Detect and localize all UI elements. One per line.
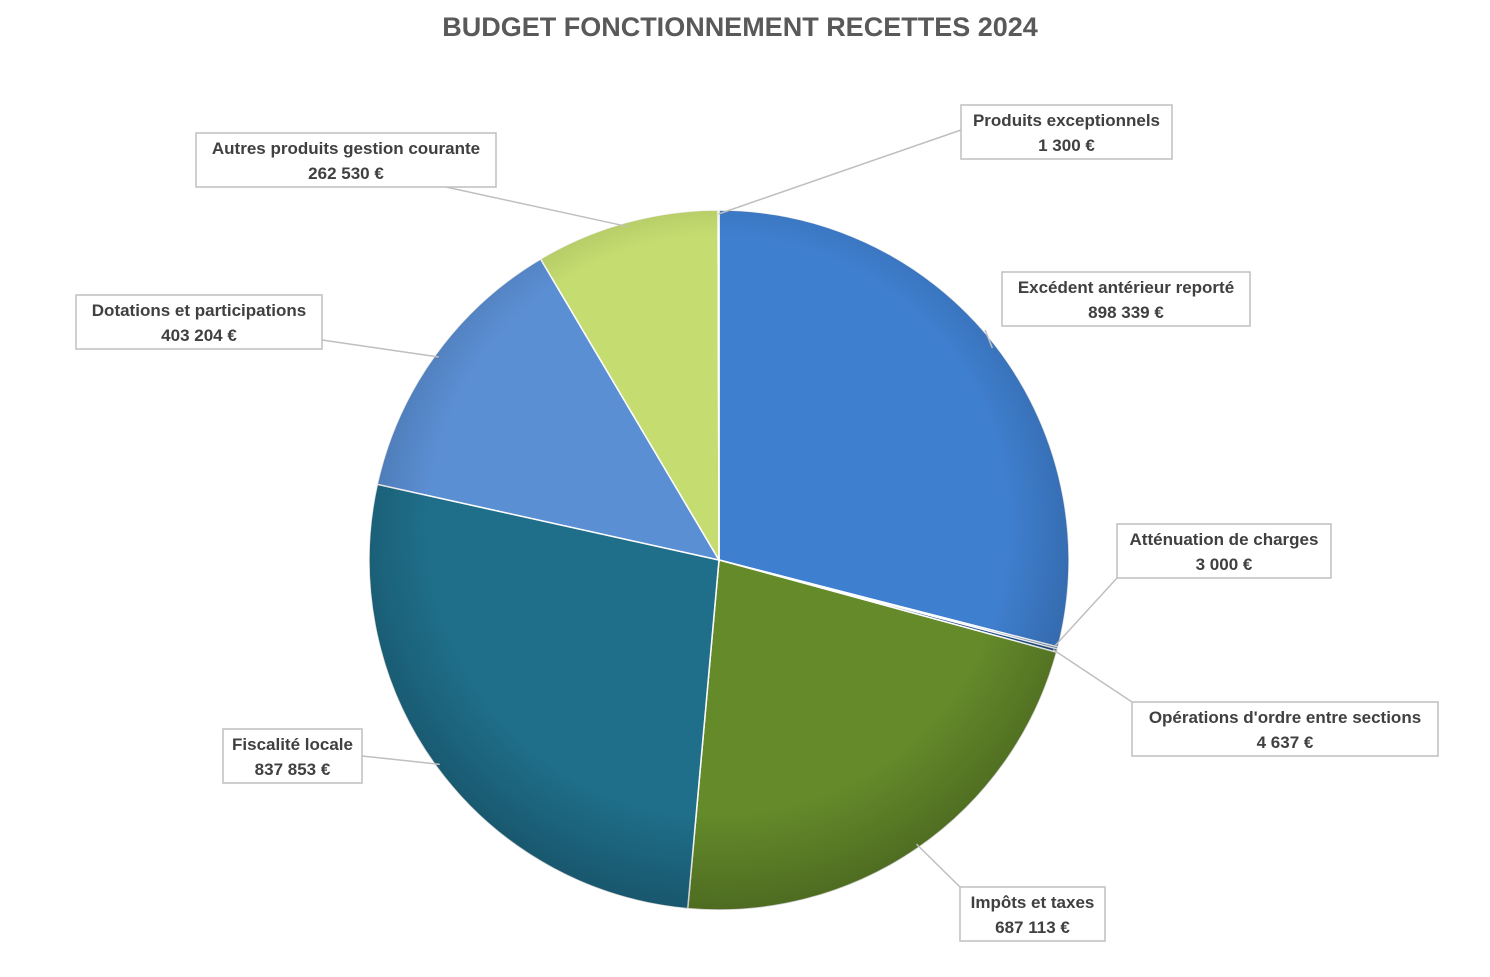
data-label-attenuation-de-charges: Atténuation de charges 3 000 € <box>1116 523 1332 579</box>
pie-slices <box>368 209 1070 911</box>
leader-line-dotations-et-participations <box>321 339 439 358</box>
data-label-category: Impôts et taxes <box>971 893 1095 912</box>
data-label-excedent-anterieur-reporte: Excédent antérieur reporté 898 339 € <box>1001 271 1251 327</box>
data-label-dotations-et-participations: Dotations et participations 403 204 € <box>75 294 323 350</box>
chart-title: BUDGET FONCTIONNEMENT RECETTES 2024 <box>442 12 1038 42</box>
data-label-box <box>959 886 1106 942</box>
data-label-box <box>1131 701 1439 757</box>
data-label-operations-d-ordre-entre-sections: Opérations d'ordre entre sections 4 637 € <box>1131 701 1439 757</box>
leader-line-impots-et-taxes <box>915 843 961 888</box>
data-label-category: Produits exceptionnels <box>973 111 1160 130</box>
data-label-produits-exceptionnels: Produits exceptionnels 1 300 € <box>960 104 1173 160</box>
data-label-value: 687 113 € <box>995 918 1070 937</box>
data-label-category: Dotations et participations <box>92 301 306 320</box>
data-label-category: Fiscalité locale <box>232 735 353 754</box>
data-label-value: 262 530 € <box>308 164 384 183</box>
pie-slice-produits-exceptionnels <box>717 209 720 561</box>
leader-line-autres-produits-gestion-courante <box>445 186 628 228</box>
data-label-category: Autres produits gestion courante <box>212 139 480 158</box>
data-label-value: 898 339 € <box>1088 303 1164 322</box>
data-label-category: Excédent antérieur reporté <box>1018 278 1234 297</box>
leader-line-produits-exceptionnels <box>718 129 962 215</box>
data-label-box <box>960 104 1173 160</box>
data-label-box <box>1116 523 1332 579</box>
leader-line-operations-d-ordre-entre-sections <box>1052 648 1133 703</box>
data-label-box <box>195 132 497 188</box>
data-label-box <box>1001 271 1251 327</box>
data-label-box <box>75 294 323 350</box>
data-label-box <box>222 728 363 784</box>
data-label-value: 3 000 € <box>1196 555 1253 574</box>
data-label-value: 403 204 € <box>161 326 237 345</box>
data-label-category: Opérations d'ordre entre sections <box>1149 708 1421 727</box>
leader-line-fiscalite-locale <box>361 755 440 766</box>
leader-line-excedent-anterieur-reporte <box>984 329 994 349</box>
leader-line-attenuation-de-charges <box>1053 577 1118 648</box>
data-label-value: 4 637 € <box>1257 733 1314 752</box>
data-label-autres-produits-gestion-courante: Autres produits gestion courante 262 530 … <box>195 132 497 188</box>
data-label-value: 837 853 € <box>255 760 331 779</box>
data-labels: Excédent antérieur reporté 898 339 € Attén… <box>75 104 1439 942</box>
data-label-impots-et-taxes: Impôts et taxes 687 113 € <box>959 886 1106 942</box>
data-label-fiscalite-locale: Fiscalité locale 837 853 € <box>222 728 363 784</box>
data-label-value: 1 300 € <box>1038 136 1095 155</box>
data-label-category: Atténuation de charges <box>1130 530 1319 549</box>
leader-lines <box>321 129 1133 888</box>
